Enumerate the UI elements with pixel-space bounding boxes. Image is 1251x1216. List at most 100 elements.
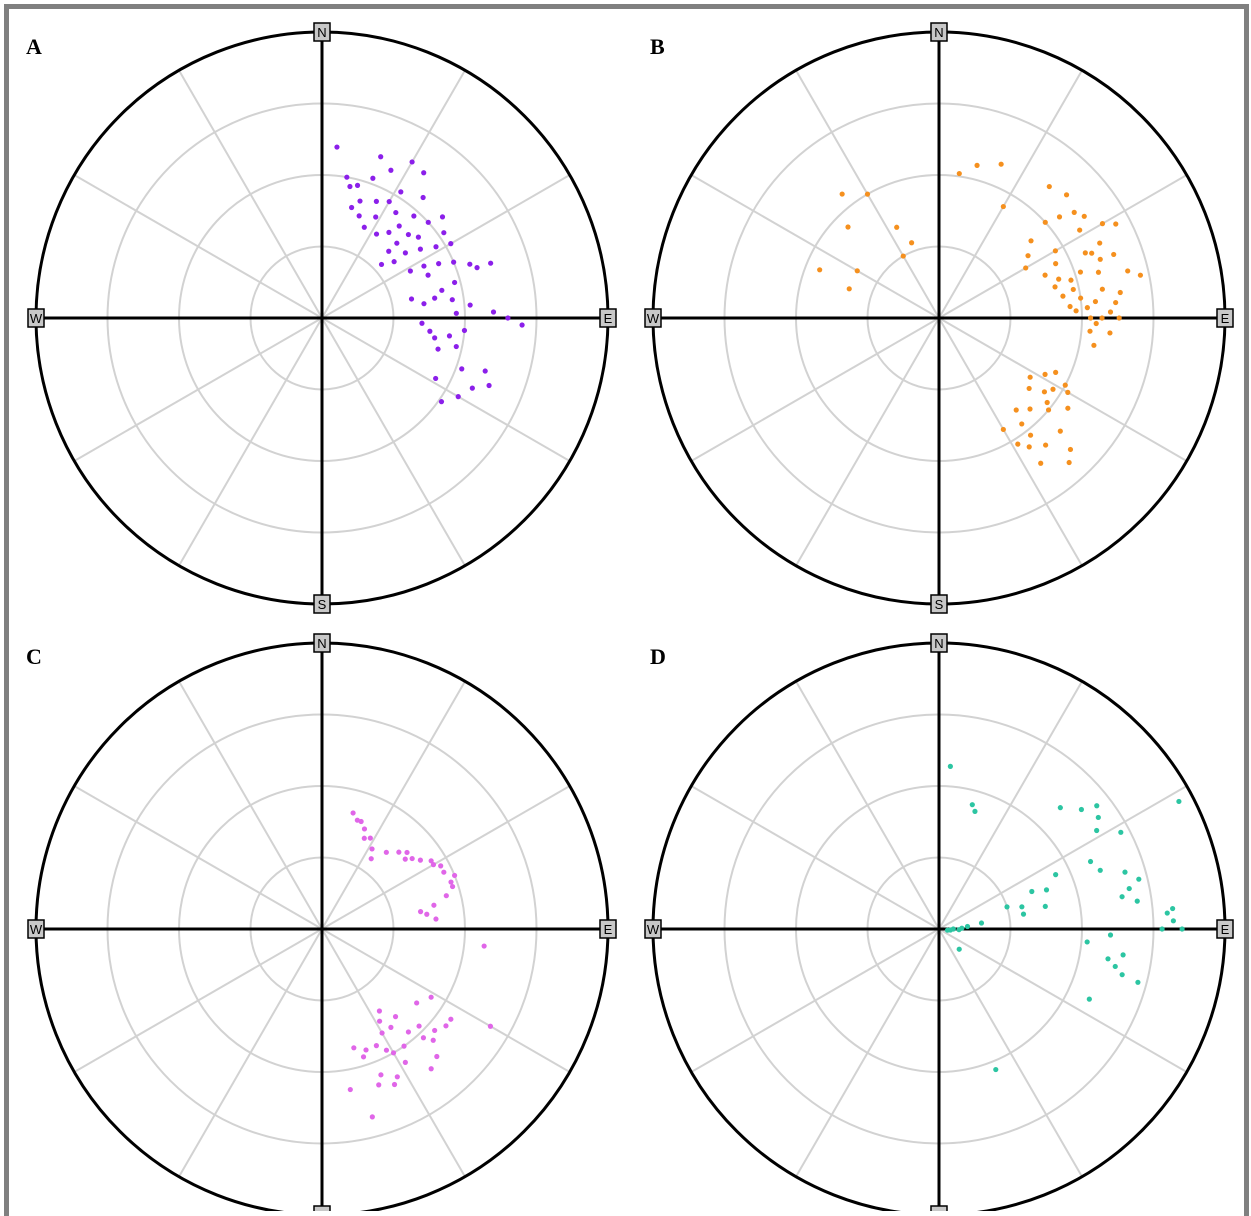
data-point [430,862,437,868]
data-point [1084,305,1090,311]
data-point [1170,905,1176,912]
data-point [404,849,410,856]
panel-letter: C [26,644,42,669]
frame-border-top [4,4,1249,9]
data-point [1042,903,1048,910]
data-point [1097,867,1103,873]
data-point [433,916,439,922]
data-point [1019,904,1025,910]
data-point [351,1045,357,1051]
grid-spoke [321,69,466,319]
data-point [449,883,456,890]
data-point [487,1023,494,1029]
data-point [427,328,433,334]
grid-spoke [178,928,323,1178]
data-point [972,808,978,814]
data-point [1176,798,1182,805]
data-point [451,872,458,879]
data-point [1020,911,1027,917]
data-point [361,224,367,230]
panel-letter: D [650,644,666,669]
data-point [386,198,392,205]
grid-spoke [178,317,323,567]
data-point [373,1043,379,1049]
data-point [1099,315,1105,321]
data-point [864,191,871,197]
data-point [1057,805,1063,811]
data-point [393,209,399,216]
data-point [1013,407,1019,413]
grid-spoke [938,928,1188,1073]
data-point [376,1018,383,1024]
data-point [407,268,413,274]
data-point [956,946,962,952]
direction-text: E [604,311,613,326]
data-point [1028,238,1034,244]
data-point [419,320,425,326]
data-point [461,327,468,334]
direction-label-south: S [313,594,331,614]
direction-text: N [934,25,943,40]
direction-label-south: S [930,1205,948,1211]
panel-letter: A [26,34,42,59]
data-point [448,879,454,885]
data-point [438,399,445,405]
data-point [944,927,951,933]
data-point [391,259,397,265]
panel-letter: B [650,34,665,59]
grid-spoke [321,928,571,1073]
data-point [839,191,845,197]
polar-panel-c: N E S W C [26,633,617,1211]
grid-spoke [321,785,571,930]
data-point [956,170,962,177]
data-point [1067,446,1074,453]
direction-label-south: S [930,594,948,614]
direction-label-west: W [27,919,45,939]
data-point [350,810,356,816]
grid-spoke [938,317,1188,462]
data-point [481,943,487,949]
data-point [1053,261,1059,267]
data-point [1086,996,1092,1002]
data-point [1135,979,1141,985]
data-point [416,1023,422,1029]
data-point [424,911,430,917]
data-point [431,902,437,908]
data-point [417,246,423,252]
data-point [1094,803,1100,809]
data-point [360,1054,367,1060]
data-point [451,259,457,265]
data-point [405,1029,412,1035]
data-point [357,198,363,204]
data-point [439,214,446,220]
data-point [1043,887,1050,893]
data-point [421,301,427,307]
frame-border-left [4,4,9,1216]
data-point [1113,221,1119,227]
data-point [519,322,525,328]
data-point [383,849,389,855]
data-point [1159,926,1165,932]
data-point [455,394,461,400]
data-point [420,1035,427,1041]
data-point [453,310,459,316]
data-point [1041,389,1048,395]
data-point [448,241,454,247]
grid-spoke [795,928,940,1178]
data-point [1112,963,1118,970]
data-point [1078,295,1084,301]
data-point [1179,926,1185,932]
data-point [344,174,350,180]
data-point [1027,406,1033,412]
data-point [386,229,392,235]
data-point [405,231,412,238]
data-point [846,286,852,292]
data-point [369,846,375,852]
data-point [383,1047,390,1053]
direction-label-west: W [27,308,45,328]
grid-spoke [795,317,940,567]
direction-text: N [317,636,326,651]
data-point [402,856,408,862]
grid-spoke [938,680,1083,930]
data-point [956,927,962,933]
